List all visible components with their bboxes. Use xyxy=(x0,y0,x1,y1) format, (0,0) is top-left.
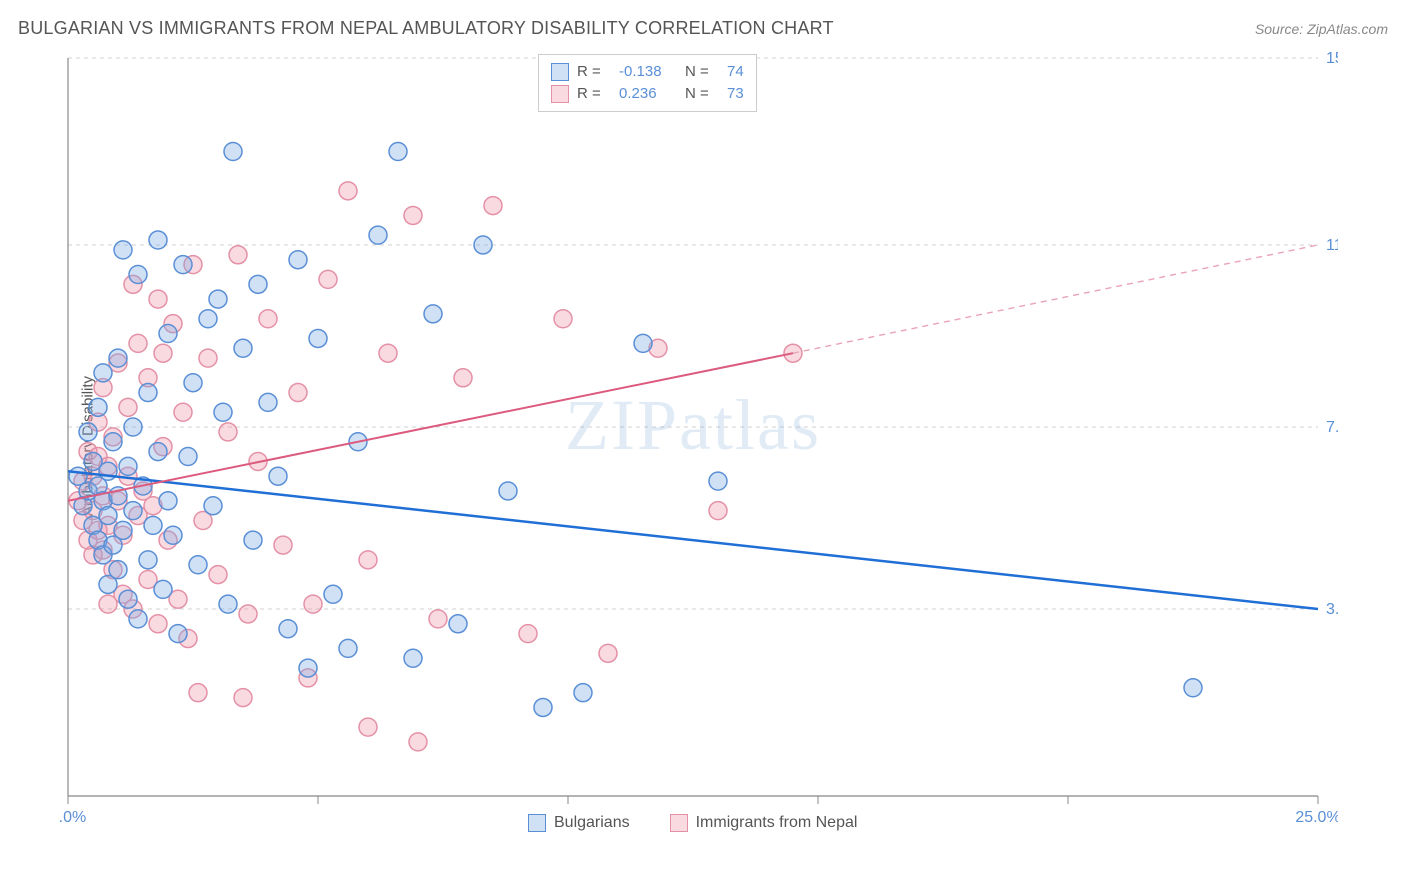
chart-header: BULGARIAN VS IMMIGRANTS FROM NEPAL AMBUL… xyxy=(18,18,1388,39)
r-label: R = xyxy=(577,61,611,83)
r-label: R = xyxy=(577,83,611,105)
svg-text:ZIPatlas: ZIPatlas xyxy=(565,385,821,465)
swatch-pink-icon xyxy=(670,814,688,832)
n-value: 74 xyxy=(727,61,744,83)
svg-text:7.5%: 7.5% xyxy=(1326,419,1338,436)
legend-row-blue: R = -0.138 N = 74 xyxy=(551,61,744,83)
legend-item-nepal: Immigrants from Nepal xyxy=(670,814,858,832)
legend-label: Bulgarians xyxy=(554,814,630,832)
swatch-pink-icon xyxy=(551,85,569,103)
svg-text:0.0%: 0.0% xyxy=(58,809,86,826)
legend-row-pink: R = 0.236 N = 73 xyxy=(551,83,744,105)
svg-text:11.2%: 11.2% xyxy=(1326,237,1338,254)
chart-source: Source: ZipAtlas.com xyxy=(1255,21,1388,37)
source-name: ZipAtlas.com xyxy=(1307,21,1388,37)
chart-title: BULGARIAN VS IMMIGRANTS FROM NEPAL AMBUL… xyxy=(18,18,834,39)
chart-area: 3.8% 7.5% 11.2% 15.0% ZIPatlas 0.0% 25.0% R = … xyxy=(58,48,1338,836)
svg-text:3.8%: 3.8% xyxy=(1326,601,1338,618)
swatch-blue-icon xyxy=(551,63,569,81)
series-legend: Bulgarians Immigrants from Nepal xyxy=(528,814,857,832)
scatter-chart: 3.8% 7.5% 11.2% 15.0% ZIPatlas 0.0% 25.0% xyxy=(58,48,1338,836)
n-label: N = xyxy=(685,83,719,105)
svg-text:25.0%: 25.0% xyxy=(1295,809,1338,826)
svg-text:15.0%: 15.0% xyxy=(1326,50,1338,67)
source-prefix: Source: xyxy=(1255,21,1307,37)
legend-label: Immigrants from Nepal xyxy=(696,814,858,832)
n-value: 73 xyxy=(727,83,744,105)
r-value: -0.138 xyxy=(619,61,677,83)
swatch-blue-icon xyxy=(528,814,546,832)
n-label: N = xyxy=(685,61,719,83)
correlation-legend: R = -0.138 N = 74 R = 0.236 N = 73 xyxy=(538,54,757,112)
legend-item-bulgarians: Bulgarians xyxy=(528,814,630,832)
r-value: 0.236 xyxy=(619,83,677,105)
